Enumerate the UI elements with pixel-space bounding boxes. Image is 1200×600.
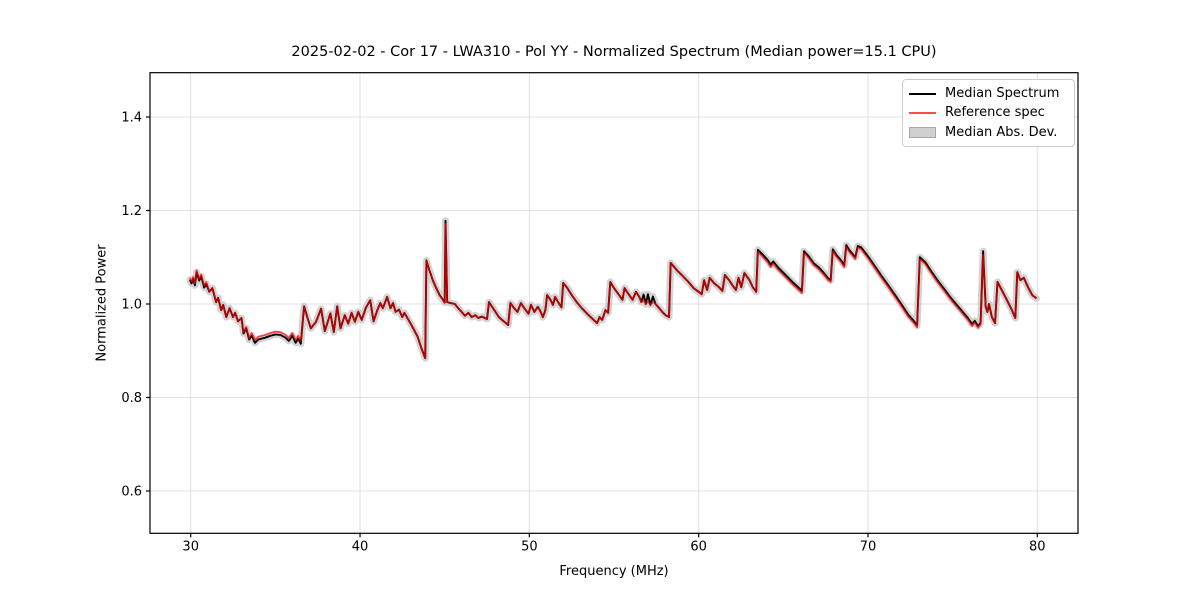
x-tick-label: 50 — [521, 539, 538, 554]
x-tick-label: 40 — [352, 539, 369, 554]
y-tick-label: 1.0 — [121, 298, 142, 313]
y-axis-label: Normalized Power — [94, 244, 110, 362]
x-tick-label: 60 — [690, 539, 707, 554]
axes-frame — [149, 72, 1079, 534]
reference-line-swatch-icon — [909, 111, 936, 114]
mad-band — [186, 217, 1040, 362]
x-tick-label: 30 — [182, 539, 199, 554]
legend-item-reference-spec: Reference spec — [909, 103, 1068, 122]
y-tick-label: 0.6 — [121, 485, 142, 500]
legend-label: Median Abs. Dev. — [945, 124, 1058, 140]
legend-label: Reference spec — [945, 105, 1045, 121]
y-tick-label: 0.8 — [121, 391, 142, 406]
mad-patch-swatch-icon — [909, 126, 936, 138]
x-tick-label: 70 — [860, 539, 877, 554]
x-axis-label: Frequency (MHz) — [559, 564, 669, 579]
legend-item-median-spectrum: Median Spectrum — [909, 84, 1068, 103]
chart-title: 2025-02-02 - Cor 17 - LWA310 - Pol YY - … — [291, 44, 937, 60]
legend: Median Spectrum Reference spec Median Ab… — [902, 79, 1075, 147]
reference-spec-line — [189, 222, 1038, 360]
legend-label: Median Spectrum — [945, 86, 1060, 102]
y-tick-label: 1.2 — [121, 204, 142, 219]
legend-item-median-abs-dev: Median Abs. Dev. — [909, 123, 1068, 142]
x-tick-label: 80 — [1029, 539, 1046, 554]
y-tick-label: 1.4 — [121, 111, 142, 126]
median-line-swatch-icon — [909, 92, 936, 95]
